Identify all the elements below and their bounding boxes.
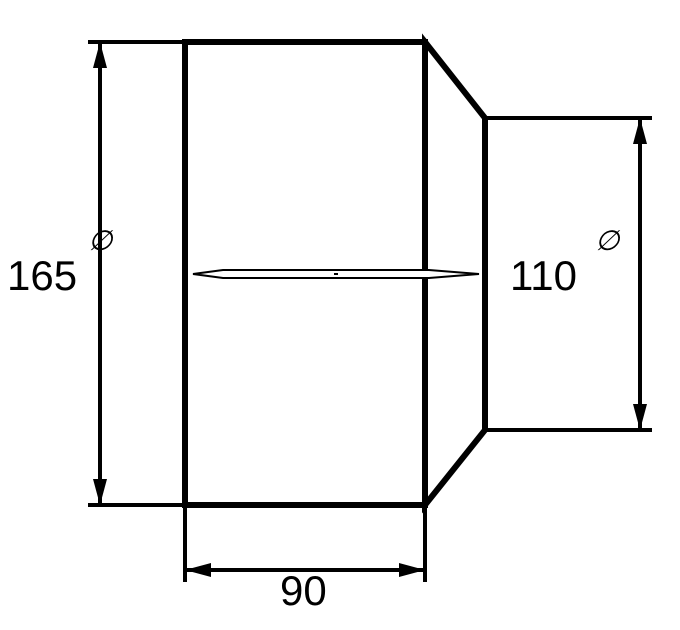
- dim-value-90: 90: [280, 567, 327, 614]
- dim-value-165: 165: [7, 252, 77, 299]
- dimension-diameter-165: 165 ∅: [7, 42, 185, 505]
- dim-value-110: 110: [510, 252, 577, 299]
- dimension-width-90: 90: [185, 430, 425, 614]
- dimension-drawing: 165 ∅ 110 ∅ 90: [0, 0, 680, 630]
- center-axis-line: [193, 270, 479, 278]
- dimension-diameter-110: 110 ∅: [485, 118, 652, 430]
- diameter-symbol-icon: ∅: [595, 225, 621, 256]
